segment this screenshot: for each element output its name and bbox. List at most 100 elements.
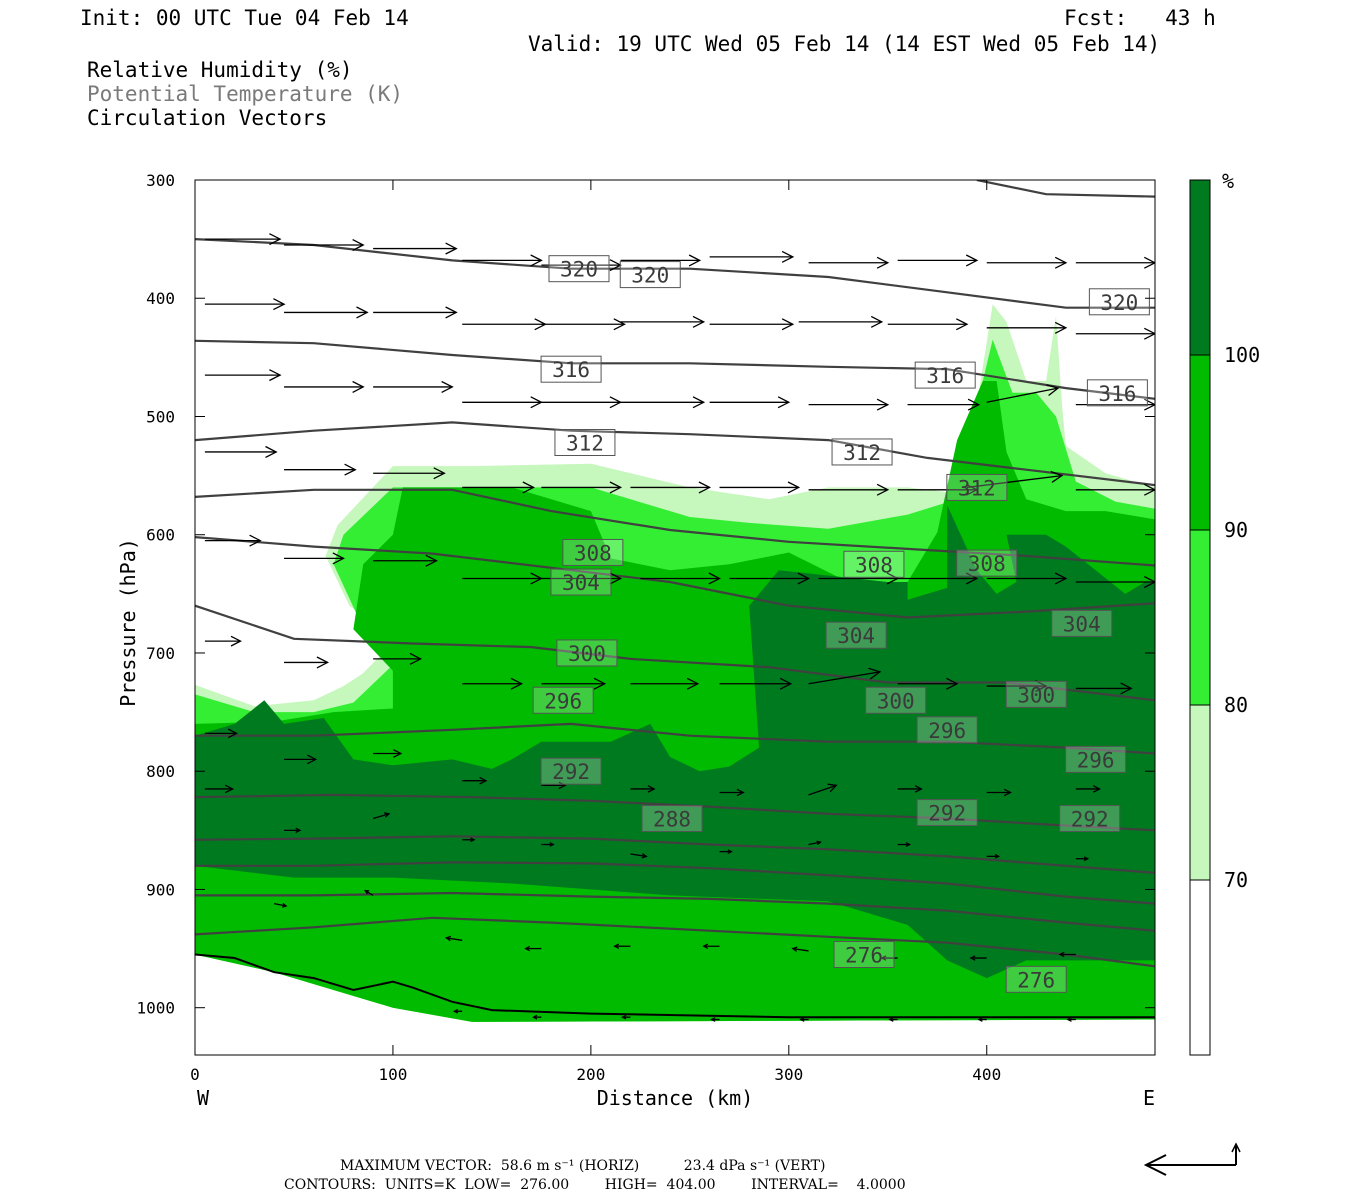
init-time: Init: 00 UTC Tue 04 Feb 14 bbox=[80, 6, 409, 30]
contour-label-text: 320 bbox=[560, 258, 598, 282]
contour-label-292-2: 292 bbox=[1059, 805, 1121, 833]
vector-65 bbox=[1075, 682, 1133, 695]
vector-53 bbox=[986, 572, 1068, 585]
vector-70 bbox=[541, 781, 567, 790]
contour-label-316-0: 316 bbox=[540, 355, 602, 383]
vector-50 bbox=[729, 572, 811, 585]
vector-36 bbox=[462, 481, 535, 494]
vector-40 bbox=[808, 483, 890, 496]
theta-contour-280 bbox=[195, 891, 1155, 932]
vector-80 bbox=[462, 837, 476, 843]
contour-label-288-0: 288 bbox=[641, 805, 703, 833]
contour-label-text: 276 bbox=[845, 943, 883, 967]
contour-label-text: 296 bbox=[928, 719, 966, 743]
contour-label-304-0: 304 bbox=[550, 568, 612, 596]
theta-contour-284 bbox=[195, 861, 1155, 905]
vector-34 bbox=[284, 463, 357, 476]
vector-42 bbox=[966, 470, 1064, 489]
contour-label-text: 304 bbox=[562, 571, 600, 595]
axes: 300 400 500 600 700 800 900 1000 0 100 200 300 400 Di… bbox=[116, 171, 1155, 1110]
x-end-label-left: W bbox=[197, 1086, 210, 1110]
vector-49 bbox=[640, 572, 721, 585]
x-tick-label: 300 bbox=[774, 1065, 803, 1084]
contour-label-text: 320 bbox=[631, 264, 669, 288]
x-tick-label: 400 bbox=[972, 1065, 1001, 1084]
vector-76 bbox=[1075, 785, 1102, 793]
contour-label-text: 308 bbox=[968, 552, 1006, 576]
vector-37 bbox=[541, 481, 623, 494]
contour-label-316-2: 316 bbox=[1086, 379, 1148, 407]
contour-label-text: 304 bbox=[1063, 612, 1101, 636]
contour-label-text: 300 bbox=[568, 642, 606, 666]
contour-label-text: 296 bbox=[544, 689, 582, 713]
theta-contour-304 bbox=[195, 536, 1155, 619]
y-tick-label: 400 bbox=[146, 289, 175, 308]
vector-73 bbox=[808, 783, 838, 796]
vector-9 bbox=[986, 256, 1068, 269]
vector-60 bbox=[630, 677, 700, 690]
vector-72 bbox=[719, 788, 745, 797]
vector-31 bbox=[986, 384, 1060, 403]
contour-label-312-0: 312 bbox=[554, 429, 616, 456]
theta-contour-276 bbox=[195, 916, 1155, 968]
theta-contour-320 bbox=[195, 238, 1155, 309]
contour-label-308-1: 308 bbox=[843, 550, 905, 578]
vector-7 bbox=[808, 256, 890, 269]
contour-label-300-0: 300 bbox=[556, 639, 618, 667]
vector-6 bbox=[709, 250, 795, 263]
colorbar-label: 70 bbox=[1224, 868, 1248, 892]
contour-label-296-1: 296 bbox=[916, 716, 978, 744]
vector-58 bbox=[462, 677, 524, 690]
vector-90 bbox=[444, 935, 463, 942]
vector-15 bbox=[541, 318, 626, 331]
y-tick-label: 700 bbox=[146, 644, 175, 663]
vector-56 bbox=[284, 656, 330, 669]
vector-81 bbox=[541, 842, 555, 847]
contour-label-text: 276 bbox=[1017, 968, 1055, 992]
y-axis-label: Pressure (hPa) bbox=[116, 538, 140, 707]
contour-label-312-2: 312 bbox=[946, 473, 1008, 501]
contour-label-308-2: 308 bbox=[956, 549, 1018, 577]
contour-label-312-1: 312 bbox=[831, 438, 893, 466]
vector-96 bbox=[969, 955, 987, 961]
theta-contour-296 bbox=[195, 722, 1155, 755]
vector-64 bbox=[986, 680, 1048, 693]
contour-label-text: 312 bbox=[566, 432, 604, 456]
contour-label-316-1: 316 bbox=[914, 361, 976, 389]
vector-48 bbox=[541, 572, 623, 585]
contour-label-text: 312 bbox=[958, 476, 996, 500]
x-tick-label: 200 bbox=[576, 1065, 605, 1084]
vector-27 bbox=[620, 396, 706, 409]
vector-23 bbox=[284, 380, 365, 393]
vector-54 bbox=[1075, 576, 1155, 589]
contour-label-292-0: 292 bbox=[540, 757, 602, 785]
vector-74 bbox=[897, 785, 923, 793]
vector-43 bbox=[1075, 483, 1155, 496]
vector-92 bbox=[613, 943, 631, 949]
vector-61 bbox=[719, 677, 793, 690]
terrain-line bbox=[195, 953, 1155, 1019]
contour-labels: 276 276 288 292 292 292 296 296 296 300 300 300 304 3… bbox=[532, 255, 1150, 993]
vector-52 bbox=[897, 572, 979, 585]
vector-16 bbox=[620, 315, 706, 328]
vector-30 bbox=[907, 398, 981, 411]
theta-contour-300 bbox=[195, 604, 1155, 702]
contour-label-text: 300 bbox=[1017, 683, 1055, 707]
vector-71 bbox=[630, 785, 656, 793]
contour-label-text: 288 bbox=[653, 808, 691, 832]
vector-35 bbox=[373, 467, 446, 480]
x-tick-label: 0 bbox=[190, 1065, 200, 1084]
y-tick-label: 500 bbox=[146, 407, 175, 426]
contour-label-text: 304 bbox=[837, 624, 875, 648]
vector-62 bbox=[808, 667, 882, 685]
y-tick-label: 600 bbox=[146, 526, 175, 545]
contour-label-text: 292 bbox=[552, 760, 590, 784]
colorbar-frame bbox=[1189, 179, 1211, 1056]
contour-label-300-2: 300 bbox=[1005, 680, 1067, 708]
legend-vectors: Circulation Vectors bbox=[87, 106, 328, 130]
vector-94 bbox=[791, 946, 809, 952]
vector-67 bbox=[284, 754, 318, 765]
contour-label-276-1: 276 bbox=[1005, 965, 1067, 993]
vector-38 bbox=[630, 481, 712, 494]
vector-100 bbox=[621, 1014, 631, 1020]
